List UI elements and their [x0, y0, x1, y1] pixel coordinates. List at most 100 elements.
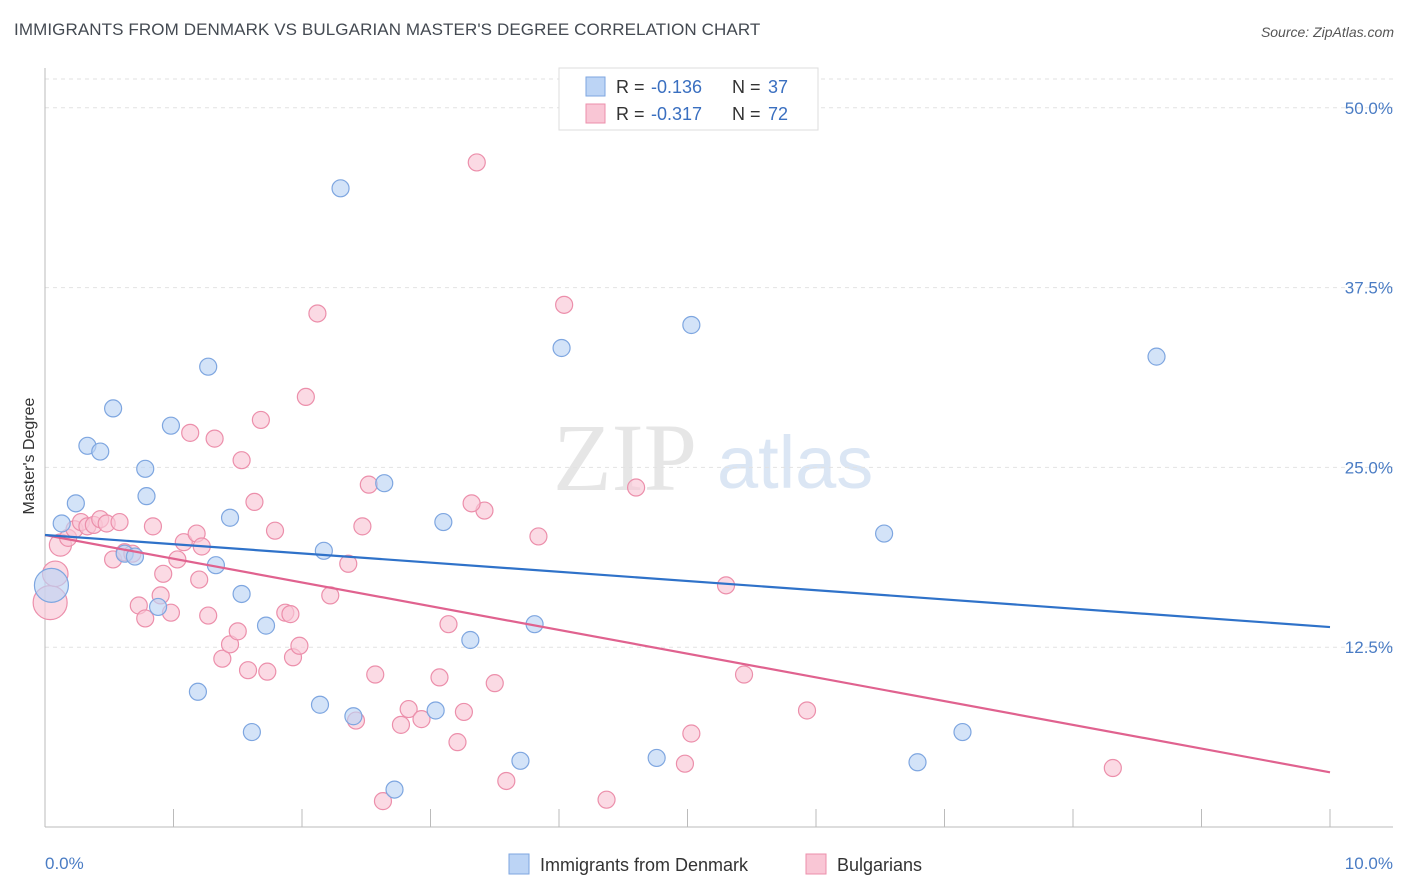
bottom-legend-label-denmark: Immigrants from Denmark — [540, 855, 749, 875]
bulgarians-point-65 — [734, 665, 754, 684]
denmark-point-18 — [310, 695, 330, 714]
bulgarians-point-35 — [265, 521, 285, 540]
legend-r-value-denmark: -0.136 — [651, 77, 702, 97]
source-label: Source: ZipAtlas.com — [1260, 24, 1394, 40]
axes — [44, 68, 1393, 828]
denmark-point-30 — [647, 748, 666, 768]
bulgarians-point-16 — [143, 517, 163, 536]
denmark-point-0 — [33, 567, 70, 603]
bulgarians-point-45 — [359, 475, 378, 494]
bulgarians-point-26 — [205, 429, 224, 448]
denmark-point-11 — [188, 682, 208, 701]
bulgarians-point-22 — [181, 423, 200, 442]
bottom-legend-swatch-denmark — [508, 853, 530, 875]
denmark-point-33 — [908, 753, 927, 772]
x-tick-labels: 0.0% 10.0% — [45, 854, 1393, 873]
denmark-point-31 — [682, 315, 701, 335]
bottom-legend: Immigrants from Denmark Bulgarians — [508, 853, 922, 875]
denmark-point-15 — [232, 584, 251, 604]
denmark-point-10 — [161, 416, 181, 435]
denmark-point-1 — [52, 514, 71, 533]
denmark-point-34 — [953, 722, 972, 742]
legend-r-label-denmark: R = — [616, 77, 645, 97]
gridlines — [45, 78, 1393, 648]
bulgarians-point-50 — [430, 668, 449, 687]
legend-r-label-bulgarians: R = — [616, 104, 645, 124]
denmark-point-8 — [136, 459, 155, 478]
bulgarians-point-59 — [555, 295, 574, 314]
series-denmark-points — [33, 179, 1166, 799]
legend-r-value-bulgarians: -0.317 — [651, 104, 702, 124]
denmark-point-26 — [461, 630, 480, 650]
bulgarians-point-21 — [174, 533, 193, 552]
denmark-point-27 — [511, 751, 530, 770]
denmark-point-23 — [385, 780, 404, 799]
bulgarians-point-64 — [716, 576, 736, 595]
chart-title: IMMIGRANTS FROM DENMARK VS BULGARIAN MAS… — [14, 20, 761, 39]
bulgarians-point-18 — [154, 564, 173, 583]
denmark-point-36 — [137, 487, 156, 506]
bulgarians-point-42 — [339, 554, 358, 573]
denmark-point-21 — [344, 707, 363, 726]
bulgarians-point-25 — [199, 606, 218, 625]
bulgarians-point-49 — [412, 710, 431, 729]
denmark-point-5 — [104, 399, 123, 418]
legend-swatch-bulgarians — [585, 103, 606, 124]
bulgarians-point-69 — [366, 665, 385, 684]
denmark-point-2 — [66, 494, 85, 513]
denmark-point-35 — [1147, 347, 1166, 366]
bulgarians-point-46 — [373, 792, 393, 811]
bulgarians-point-38 — [290, 636, 309, 655]
denmark-point-20 — [331, 179, 350, 198]
bulgarians-point-57 — [497, 771, 516, 791]
bulgarians-point-56 — [485, 674, 504, 693]
bulgarians-point-63 — [682, 724, 701, 743]
y-tick-label-2: 37.5% — [1345, 279, 1393, 298]
y-tick-label-1: 25.0% — [1345, 458, 1393, 477]
bulgarians-point-68 — [281, 605, 300, 624]
legend-n-value-bulgarians: 72 — [768, 104, 788, 124]
bulgarians-trend-line — [44, 533, 1331, 774]
bottom-legend-swatch-bulgarians — [805, 853, 827, 875]
x-tick-label-1: 10.0% — [1345, 854, 1393, 873]
bulgarians-point-71 — [190, 570, 209, 589]
bulgarians-point-11 — [110, 512, 129, 532]
bulgarians-point-51 — [439, 615, 458, 634]
legend-n-label-denmark: N = — [732, 77, 761, 97]
bulgarians-point-29 — [228, 622, 247, 641]
legend: R = -0.136 N = 37 R = -0.317 N = 72 — [558, 67, 819, 131]
bulgarians-point-67 — [1103, 758, 1122, 778]
bulgarians-point-31 — [238, 661, 258, 680]
bulgarians-point-34 — [258, 662, 277, 681]
bulgarians-point-30 — [232, 451, 251, 470]
bulgarians-point-47 — [391, 715, 411, 734]
bulgarians-point-27 — [213, 649, 232, 668]
bulgarians-point-62 — [675, 754, 695, 773]
denmark-point-14 — [220, 508, 240, 527]
bulgarians-point-44 — [353, 517, 372, 536]
bottom-legend-label-bulgarians: Bulgarians — [837, 855, 922, 875]
x-tick-label-0: 0.0% — [45, 854, 84, 873]
trend-lines — [44, 533, 1331, 774]
bulgarians-point-70 — [462, 494, 481, 513]
series-bulgarians-points — [32, 153, 1122, 811]
denmark-point-32 — [875, 524, 894, 543]
y-tick-label-3: 50.0% — [1345, 99, 1393, 118]
watermark-atlas: atlas — [717, 421, 873, 504]
bulgarians-point-61 — [626, 478, 646, 497]
watermark: ZIP atlas — [553, 404, 873, 511]
legend-n-value-denmark: 37 — [768, 77, 788, 97]
denmark-point-19 — [314, 541, 333, 560]
bulgarians-point-58 — [529, 527, 548, 546]
bulgarians-point-60 — [597, 790, 616, 809]
bulgarians-point-54 — [467, 153, 486, 172]
denmark-point-16 — [242, 722, 261, 742]
denmark-point-29 — [552, 338, 571, 358]
denmark-point-4 — [91, 442, 110, 461]
denmark-point-9 — [148, 597, 168, 617]
denmark-point-25 — [434, 512, 453, 532]
denmark-point-17 — [256, 616, 276, 635]
denmark-point-24 — [426, 701, 445, 720]
bulgarians-point-33 — [251, 410, 270, 430]
watermark-zip: ZIP — [553, 404, 697, 511]
